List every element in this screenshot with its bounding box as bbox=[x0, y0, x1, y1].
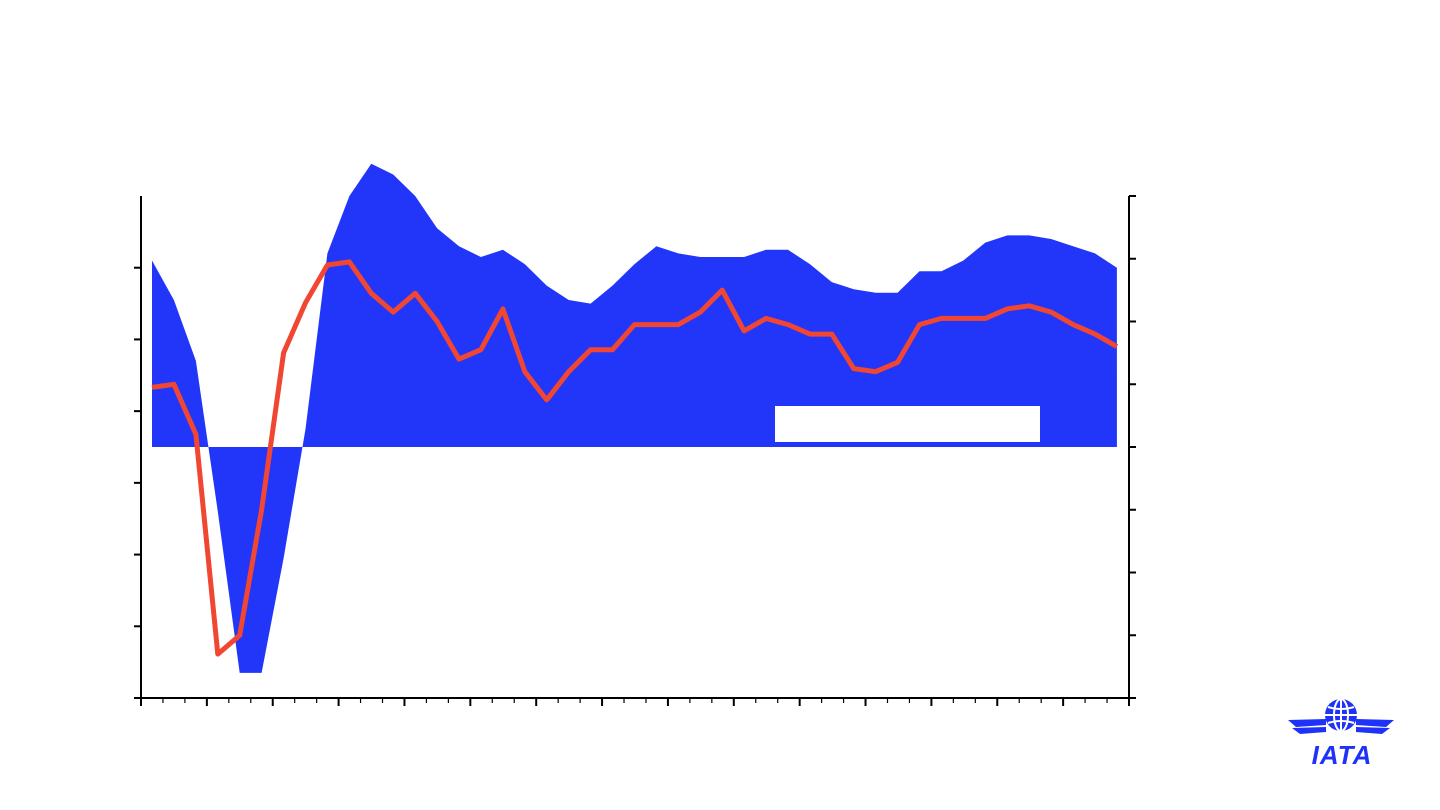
iata-logo-text: IATA bbox=[1311, 740, 1373, 770]
line-series-path bbox=[151, 259, 1119, 657]
line-series bbox=[151, 259, 1119, 657]
legend-box bbox=[775, 406, 1040, 442]
area-series bbox=[152, 163, 1117, 673]
area-series-fill bbox=[152, 163, 1117, 673]
axes bbox=[134, 195, 1136, 706]
iata-logo bbox=[1288, 698, 1394, 734]
